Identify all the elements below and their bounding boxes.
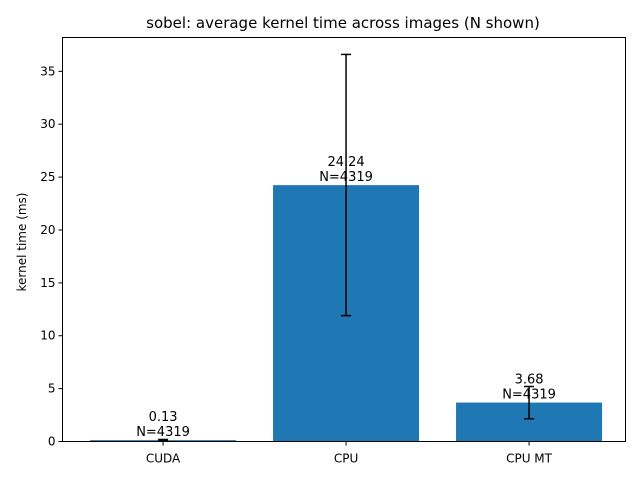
n-label: N=4319: [136, 425, 190, 440]
x-tick-label: CPU MT: [506, 452, 553, 466]
chart-title: sobel: average kernel time across images…: [146, 14, 540, 32]
error-bar: [158, 438, 169, 442]
x-tick-label: CPU: [334, 452, 358, 466]
x-axis: CUDA CPU CPU MT: [146, 441, 553, 466]
y-tick-label: 25: [40, 170, 55, 184]
y-tick-label: 10: [40, 329, 55, 343]
value-label: 0.13: [149, 410, 178, 425]
value-label: 3.68: [515, 373, 544, 388]
error-bars-layer: [158, 53, 535, 442]
y-axis-label: kernel time (ms): [15, 193, 29, 292]
value-label: 24.24: [327, 155, 364, 170]
plot-frame: [62, 37, 626, 442]
n-label: N=4319: [319, 170, 373, 185]
y-tick-label: 20: [40, 223, 55, 237]
y-tick-label: 30: [40, 117, 55, 131]
x-tick-label: CUDA: [146, 452, 181, 466]
y-axis: 0 5 10 15 20 25 30 35: [40, 64, 63, 449]
error-bar: [524, 385, 535, 420]
error-bar: [341, 53, 352, 317]
y-tick-label: 0: [48, 435, 56, 449]
n-label: N=4319: [502, 388, 556, 403]
y-tick-label: 35: [40, 64, 55, 78]
y-tick-label: 5: [48, 382, 56, 396]
y-tick-label: 15: [40, 276, 55, 290]
